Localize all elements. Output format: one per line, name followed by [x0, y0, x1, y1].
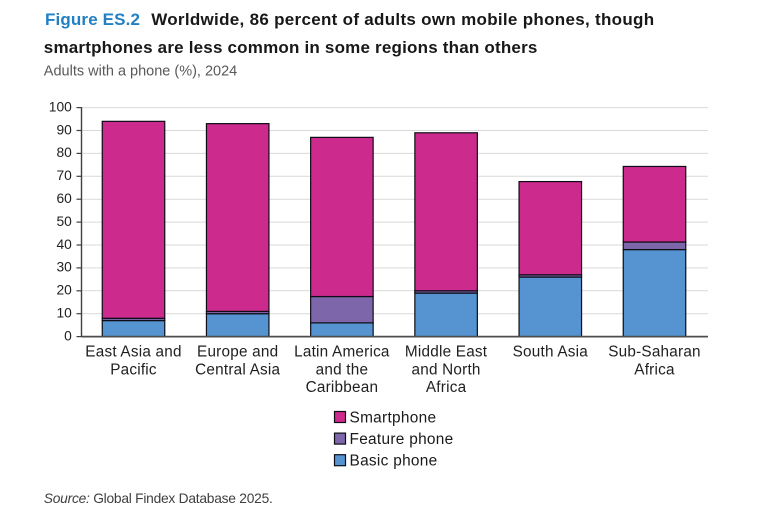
- svg-text:Smartphone: Smartphone: [350, 409, 437, 426]
- svg-text:East Asia and: East Asia and: [85, 344, 181, 361]
- svg-text:Feature phone: Feature phone: [350, 431, 454, 448]
- svg-text:Latin America: Latin America: [294, 344, 390, 361]
- svg-text:100: 100: [49, 99, 72, 114]
- svg-text:30: 30: [56, 260, 72, 275]
- svg-text:40: 40: [56, 237, 72, 252]
- svg-text:Pacific: Pacific: [110, 361, 157, 378]
- svg-text:Adults with a phone (%), 2024: Adults with a phone (%), 2024: [44, 64, 237, 80]
- svg-text:Africa: Africa: [426, 379, 467, 396]
- svg-text:90: 90: [56, 122, 72, 137]
- svg-text:70: 70: [56, 168, 72, 183]
- svg-text:80: 80: [56, 145, 72, 160]
- svg-text:Caribbean: Caribbean: [306, 379, 379, 396]
- svg-text:and the: and the: [316, 361, 369, 378]
- svg-text:10: 10: [56, 306, 72, 321]
- svg-text:Europe and: Europe and: [197, 344, 278, 361]
- svg-text:Basic phone: Basic phone: [350, 453, 438, 470]
- svg-text:60: 60: [56, 191, 72, 206]
- svg-text:20: 20: [56, 283, 72, 298]
- svg-text:Central Asia: Central Asia: [195, 361, 280, 378]
- svg-text:smartphones are less common in: smartphones are less common in some regi…: [44, 38, 538, 57]
- svg-text:South Asia: South Asia: [513, 344, 589, 361]
- svg-text:50: 50: [56, 214, 72, 229]
- svg-text:0: 0: [64, 329, 72, 344]
- svg-text:Africa: Africa: [634, 361, 675, 378]
- svg-text:and North: and North: [412, 361, 481, 378]
- svg-text:Source: Global Findex Database: Source: Global Findex Database 2025.: [44, 491, 273, 506]
- svg-text:Sub-Saharan: Sub-Saharan: [608, 344, 701, 361]
- svg-text:Middle East: Middle East: [405, 344, 488, 361]
